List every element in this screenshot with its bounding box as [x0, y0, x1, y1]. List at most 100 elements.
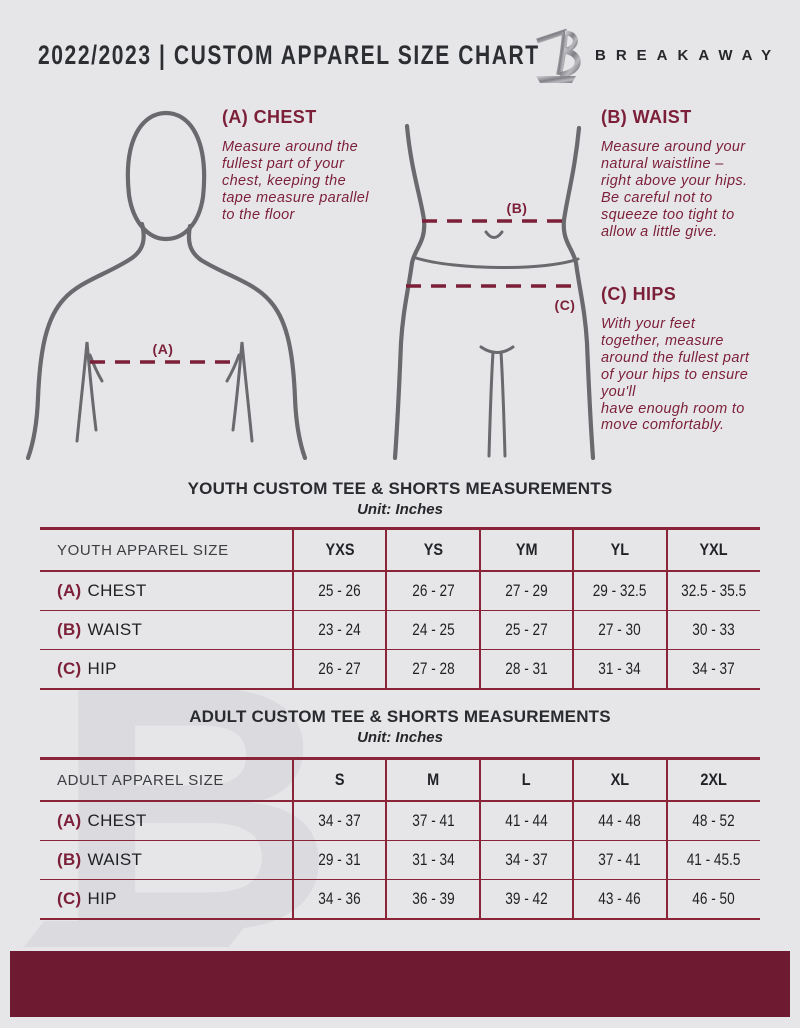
measurement-value-text: 27 - 28 [411, 659, 455, 678]
measurement-prefix: (C) [57, 889, 82, 908]
chest-diagram: (A) [25, 110, 308, 460]
youth-unit-label: Unit: Inches [357, 501, 443, 518]
size-table-header-row: YOUTH APPAREL SIZE YXS YS YM YL YXL [40, 528, 760, 572]
measurement-value-text: 34 - 37 [318, 811, 361, 830]
measurement-value-text: 31 - 34 [411, 850, 455, 869]
brand-name: BREAKAWAY [595, 46, 782, 64]
hips-measure-label: (C) [555, 297, 576, 313]
measurement-row: (A) CHEST 34 - 37 37 - 41 41 - 44 44 - 48 48 -… [40, 801, 760, 841]
size-header-text: YM [515, 540, 538, 559]
measurement-label: (B) WAIST [40, 840, 293, 880]
measurement-row: (B) WAIST 29 - 31 31 - 34 34 - 37 37 - 41 41 -… [40, 840, 760, 880]
size-header-text: 2XL [700, 770, 728, 789]
hips-body-text: With your feet together, measure around … [601, 316, 750, 434]
measurement-value: 39 - 42 [478, 879, 574, 919]
measurement-value: 31 - 34 [572, 649, 667, 689]
measurement-value-text: 24 - 25 [411, 620, 455, 639]
left-armpit-notch [88, 353, 104, 383]
measurement-value: 25 - 27 [478, 610, 574, 650]
measurement-prefix: (B) [57, 620, 82, 639]
adult-unit-label: Unit: Inches [357, 729, 443, 746]
measurement-value-text: 23 - 24 [318, 620, 361, 639]
youth-section-title: YOUTH CUSTOM TEE & SHORTS MEASUREMENTS [187, 479, 613, 498]
size-header-text: L [522, 770, 531, 789]
measurement-value-text: 25 - 27 [505, 620, 548, 639]
waist-instructions: (B) WAIST Measure around your natural wa… [601, 107, 800, 240]
measurement-value: 37 - 41 [572, 840, 667, 880]
measurement-value-text: 34 - 37 [692, 659, 735, 678]
measurement-row: (C) HIP 34 - 36 36 - 39 39 - 42 43 - 46 46 - 5… [40, 879, 760, 919]
measurement-label: (C) HIP [40, 879, 293, 919]
waist-heading: (B) WAIST [601, 107, 692, 127]
measurement-value-text: 41 - 45.5 [686, 850, 741, 869]
measurement-value-text: 29 - 31 [318, 850, 361, 869]
measurement-value: 36 - 39 [385, 879, 480, 919]
measurement-row: (A) CHEST 25 - 26 26 - 27 27 - 29 29 - 32.5 32… [40, 571, 760, 611]
size-header: S [291, 758, 387, 802]
measurement-value: 30 - 33 [665, 610, 760, 650]
right-body-outline [561, 125, 596, 460]
chest-body-text: Measure around the fullest part of your … [222, 139, 369, 223]
measurement-value: 26 - 27 [385, 571, 480, 611]
waist-hips-diagram: (B) (C) [392, 123, 596, 460]
measurement-value-text: 37 - 41 [598, 850, 642, 869]
watermark-b-underline [23, 921, 250, 947]
measurement-value-text: 31 - 34 [598, 659, 642, 678]
brand-lockup: BREAKAWAY [534, 26, 771, 84]
size-header: YM [478, 528, 574, 572]
measurement-value-text: 27 - 30 [598, 620, 642, 639]
size-header: YXS [291, 528, 387, 572]
left-body-outline [392, 123, 427, 460]
hips-instructions: (C) HIPS With your feet together, measur… [601, 284, 800, 434]
measurement-value: 27 - 29 [478, 571, 574, 611]
measurement-label: (A) CHEST [57, 811, 147, 830]
hips-heading: (C) HIPS [601, 284, 677, 304]
measurement-value: 48 - 52 [665, 801, 760, 841]
size-header-text: S [334, 770, 345, 789]
measurement-value: 43 - 46 [572, 879, 667, 919]
measurement-label: (C) HIP [40, 649, 293, 689]
measurement-label: (A) CHEST [57, 581, 147, 600]
measurement-value: 41 - 45.5 [665, 840, 760, 880]
size-header-text: YL [610, 540, 630, 559]
adult-section-title: ADULT CUSTOM TEE & SHORTS MEASUREMENTS [189, 707, 611, 726]
page-title: 2022/2023 | CUSTOM APPAREL SIZE CHART [38, 40, 540, 70]
size-header: 2XL [665, 758, 760, 802]
measurement-value: 28 - 31 [478, 649, 574, 689]
size-column-header: ADULT APPAREL SIZE [40, 758, 293, 802]
measurement-value-text: 26 - 27 [411, 581, 455, 600]
measurement-value: 24 - 25 [385, 610, 480, 650]
measurement-value-text: 39 - 42 [505, 889, 548, 908]
measurement-value: 34 - 36 [291, 879, 387, 919]
measurement-value: 34 - 37 [665, 649, 760, 689]
measurement-value-text: 32.5 - 35.5 [681, 581, 747, 600]
size-header: XL [572, 758, 667, 802]
measurement-value-text: 29 - 32.5 [593, 581, 647, 600]
measurement-value: 46 - 50 [665, 879, 760, 919]
chest-instructions: (A) CHEST Measure around the fullest par… [222, 107, 427, 224]
measurement-label: (B) WAIST [40, 610, 293, 650]
adult-size-table: ADULT APPAREL SIZE S M L XL 2XL (A) CHEST 34 - 3… [40, 757, 760, 920]
size-header-text: YS [423, 540, 443, 559]
measurement-value-text: 48 - 52 [692, 811, 735, 830]
measurement-value: 41 - 44 [478, 801, 574, 841]
left-shoulder-arm [25, 221, 146, 460]
measurement-value: 32.5 - 35.5 [665, 571, 760, 611]
navel [484, 230, 504, 239]
size-header: YXL [665, 528, 760, 572]
left-chest-side [75, 341, 98, 443]
measurement-value-text: 36 - 39 [411, 889, 455, 908]
waist-measure-label: (B) [507, 200, 528, 216]
size-header-text: YXS [325, 540, 355, 559]
youth-size-table: YOUTH APPAREL SIZE YXS YS YM YL YXL (A) CHEST 25… [40, 527, 760, 690]
breakaway-logo-icon [536, 28, 581, 83]
size-header-text: YXL [699, 540, 728, 559]
chest-heading: (A) CHEST [222, 107, 317, 127]
size-header-text: XL [610, 770, 630, 789]
measurement-value: 29 - 31 [291, 840, 387, 880]
size-header: YS [385, 528, 480, 572]
measurement-value-text: 30 - 33 [692, 620, 735, 639]
measurement-value-text: 26 - 27 [318, 659, 361, 678]
measurement-value-text: 37 - 41 [411, 811, 455, 830]
